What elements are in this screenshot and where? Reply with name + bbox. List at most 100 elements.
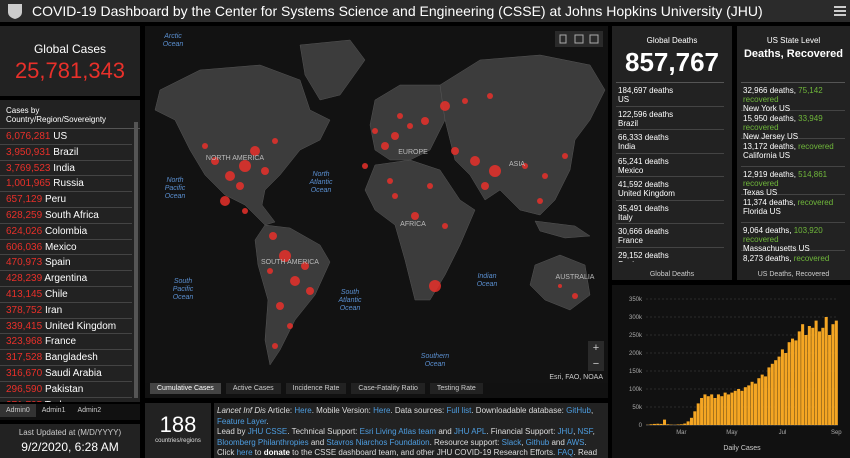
tab[interactable]: Admin0 (0, 404, 36, 417)
ocean-label-line: Ocean (477, 281, 498, 288)
map-controls[interactable]: +− (555, 31, 604, 371)
stats: 9,064 deaths, 103,920 recovered (743, 226, 843, 244)
state: New York US (743, 104, 791, 113)
state-row: 15,950 deaths, 33,949 recovered New Jerse… (741, 111, 845, 141)
credit: Esri, FAO, NOAA (549, 374, 603, 381)
deaths: 8,273 deaths, (743, 254, 792, 262)
map[interactable]: NORTH AMERICA SOUTH AMERICA EUROPE AFRIC… (145, 26, 608, 383)
admin-tabs: Admin0 Admin1 Admin2 (0, 404, 140, 420)
bar (740, 390, 744, 425)
map-tab[interactable]: Active Cases (225, 383, 281, 394)
info-segment[interactable]: JHU (557, 427, 574, 436)
country-row: 657,129 Peru (0, 192, 132, 208)
deaths: 184,697 deaths (618, 86, 674, 95)
bar (659, 423, 663, 425)
menu-icon[interactable] (834, 6, 846, 16)
info-segment[interactable]: here (236, 448, 253, 457)
bar (794, 340, 798, 425)
deaths: 35,491 deaths (618, 203, 669, 213)
country: India (618, 142, 636, 151)
info-segment: Lancet Inf Dis (217, 406, 266, 415)
cases: 428,239 (6, 273, 43, 285)
bar (713, 398, 717, 425)
country-row: 1,001,965 Russia (0, 176, 132, 193)
country: United Kingdom (44, 320, 117, 332)
bar (689, 417, 693, 425)
info-segment[interactable]: Full list (446, 406, 472, 415)
label: Global Cases (33, 42, 107, 56)
state: California US (743, 151, 791, 160)
state-row: 13,172 deaths, recovered California US (741, 139, 845, 167)
deaths: 30,666 deaths (618, 227, 669, 236)
cases: 6,076,281 (6, 131, 51, 142)
stats: 11,374 deaths, recovered (743, 198, 843, 207)
ocean-label-line: Ocean (165, 193, 186, 200)
country: Saudi Arabia (44, 367, 102, 379)
info-segment[interactable]: Feature Layer (217, 416, 267, 426)
info-segment[interactable]: NSF (577, 427, 593, 436)
info-segment: and (308, 437, 327, 447)
ocean-label-line: Ocean (340, 305, 361, 312)
cases: 323,968 (6, 336, 43, 348)
info-segment[interactable]: FAQ (557, 448, 574, 457)
country-row: 628,259 South Africa (0, 208, 132, 224)
country: South Africa (44, 209, 99, 221)
deaths: 29,152 deaths (618, 250, 669, 260)
ocean-label-line: Atlantic (309, 179, 333, 186)
info-segment[interactable]: Stavros Niarchos Foundation (326, 437, 430, 447)
tab[interactable]: Admin1 (41, 407, 66, 414)
ocean-label-line: South (341, 289, 359, 296)
header-title: COVID-19 Dashboard by the Center for Sys… (0, 0, 850, 22)
info-segment: to (252, 448, 264, 457)
continent-label: NORTH AMERICA (206, 155, 265, 162)
info-segment[interactable]: Esri Living Atlas team (359, 427, 437, 436)
bar (710, 394, 714, 425)
y-tick-label: 0 (639, 423, 643, 429)
info-segment[interactable]: Slack (501, 437, 522, 447)
info-segment[interactable]: JHU APL (453, 427, 487, 436)
global-cases: Global Cases 25,781,343 (0, 26, 140, 96)
bar (777, 356, 781, 425)
info-segment: , (521, 437, 526, 447)
death-row: 66,333 deaths India (616, 130, 724, 154)
info-segment[interactable]: Here (294, 406, 312, 415)
footer: US Deaths, Recovered (757, 271, 830, 278)
info-segment[interactable]: Bloomberg Philanthropies (217, 437, 309, 447)
scrollbar[interactable] (134, 122, 138, 398)
bar (747, 385, 751, 425)
bar (787, 342, 791, 425)
country: Bangladesh (44, 352, 98, 364)
info-segment[interactable]: AWS (566, 437, 585, 447)
recovered: 103,920 (793, 226, 823, 235)
map-tab[interactable]: Case-Fatality Ratio (351, 383, 425, 394)
stats: 32,966 deaths, 75,142 recovered (743, 86, 843, 104)
stats: 15,950 deaths, 33,949 recovered (743, 114, 843, 132)
info-segment[interactable]: Github (525, 437, 550, 447)
continent-label: AFRICA (400, 221, 426, 228)
bar (831, 324, 835, 425)
bar (716, 394, 720, 425)
map-tab[interactable]: Testing Rate (429, 383, 483, 394)
country: US (618, 95, 630, 104)
deaths: 66,333 deaths (618, 133, 669, 142)
recovered-label: recovered (798, 142, 834, 151)
ocean-label: North Pacific Ocean (165, 177, 186, 200)
map-tab[interactable]: Incidence Rate (285, 383, 347, 394)
country-row: 296,590 Pakistan (0, 382, 132, 398)
info-segment: . Mobile Version: (311, 406, 374, 415)
map-tabs: Cumulative Cases Active Cases Incidence Ra… (145, 383, 608, 398)
us-states: US State Level Deaths, Recovered 32,966 … (737, 26, 850, 280)
cases: 1,001,965 (6, 178, 51, 190)
map-tab[interactable]: Cumulative Cases (150, 383, 221, 394)
bar (730, 392, 734, 425)
ocean-label: South Pacific Ocean (173, 278, 194, 301)
tab[interactable]: Admin2 (77, 407, 102, 414)
bar (723, 392, 727, 425)
info-segment[interactable]: JHU CSSE (247, 427, 288, 436)
bar (767, 367, 771, 425)
y-tick-label: 200k (629, 351, 643, 357)
cases: 3,950,931 (6, 146, 51, 158)
info-segment[interactable]: GitHub (566, 406, 591, 415)
info-segment[interactable]: Here (373, 406, 391, 415)
info-segment: . Technical Support: (287, 427, 360, 436)
